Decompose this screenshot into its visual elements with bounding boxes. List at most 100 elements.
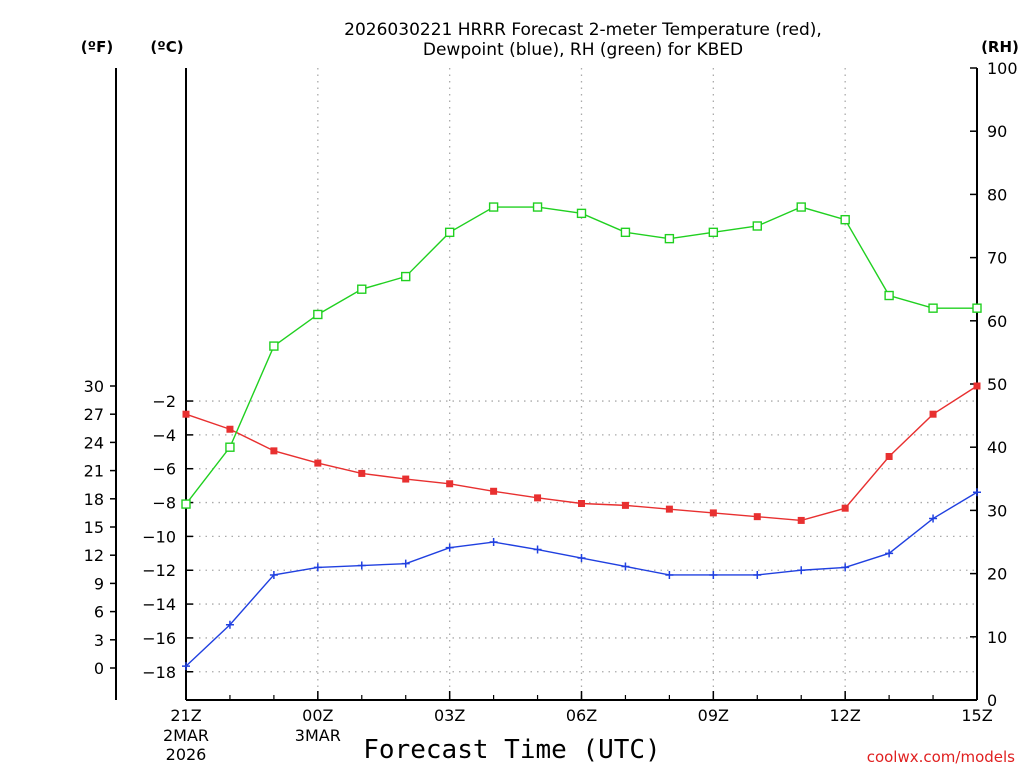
rh-point: [488, 202, 499, 212]
temperature-point: [665, 505, 673, 513]
temperature-point: [841, 504, 849, 512]
x-date-label: 2MAR: [163, 726, 209, 745]
celsius-unit-label: (ºC): [150, 38, 183, 56]
fahrenheit-tick-label: 30: [84, 377, 104, 396]
temperature-series: [182, 382, 981, 524]
rh-point: [576, 208, 587, 219]
temperature-point: [797, 516, 805, 524]
dewpoint-point: [973, 488, 981, 497]
temperature-point: [578, 500, 585, 507]
data-series: [181, 202, 982, 671]
temperature-point: [358, 469, 366, 477]
x-date-label: 3MAR: [295, 726, 341, 745]
credit-text: coolwx.com/models: [867, 748, 1015, 766]
dewpoint-point: [269, 570, 278, 579]
rh-series: [181, 202, 982, 509]
fahrenheit-unit-label: (ºF): [81, 38, 113, 56]
celsius-tick-label: −4: [152, 426, 176, 445]
dewpoint-point: [401, 559, 410, 568]
rh-point: [225, 442, 235, 452]
celsius-tick-label: −8: [152, 494, 176, 513]
rh-tick-label: 70: [987, 249, 1007, 268]
temperature-point: [534, 494, 542, 502]
rh-tick-label: 20: [987, 565, 1007, 584]
dewpoint-point: [357, 561, 366, 570]
rh-tick-label: 80: [987, 185, 1007, 204]
x-tick-label: 06Z: [566, 706, 597, 725]
dewpoint-point: [841, 563, 850, 572]
dewpoint-point: [577, 554, 586, 563]
dewpoint-point: [489, 538, 498, 547]
dewpoint-point: [182, 662, 190, 671]
x-tick-label: 21Z: [170, 706, 201, 725]
rh-unit-label: (RH): [981, 38, 1019, 56]
rh-point: [269, 341, 279, 351]
rh-tick-label: 10: [987, 628, 1007, 647]
fahrenheit-tick-label: 12: [84, 546, 104, 565]
dewpoint-point: [709, 570, 718, 579]
rh-point: [313, 309, 323, 320]
rh-point: [796, 202, 806, 212]
rh-point: [884, 290, 894, 301]
temperature-point: [929, 410, 937, 418]
fahrenheit-tick-label: 24: [84, 433, 104, 452]
dewpoint-point: [313, 563, 322, 572]
rh-point: [620, 227, 631, 238]
rh-point: [664, 233, 675, 244]
rh-point: [752, 221, 762, 231]
rh-point: [181, 499, 191, 509]
x-tick-label: 03Z: [434, 706, 465, 725]
temperature-point: [709, 509, 717, 517]
temperature-point: [226, 425, 234, 433]
temperature-point: [621, 501, 629, 509]
temperature-point: [490, 487, 498, 495]
temperature-point: [270, 447, 278, 455]
dewpoint-point: [445, 543, 454, 552]
tick-labels: 0 3 6 9 12 15 18 21 24 27 30 −18 −16 −14 −12 −10 −8 −6 −4 −…: [84, 59, 1018, 764]
x-tick-label: 09Z: [698, 706, 729, 725]
dewpoint-point: [225, 620, 234, 629]
dewpoint-series: [182, 488, 981, 671]
grid-lines: [186, 68, 977, 700]
x-year-label: 2026: [166, 745, 207, 764]
chart-title-line-2: Dewpoint (blue), RH (green) for KBED: [423, 40, 743, 60]
rh-point: [928, 303, 938, 313]
dewpoint-point: [885, 549, 894, 558]
rh-point: [972, 303, 982, 313]
celsius-tick-label: −2: [152, 392, 176, 411]
fahrenheit-tick-label: 27: [84, 405, 104, 424]
dewpoint-point: [929, 514, 938, 523]
dewpoint-point: [753, 570, 762, 579]
rh-point: [444, 227, 455, 238]
temperature-point: [182, 410, 190, 418]
celsius-tick-label: −6: [152, 460, 176, 479]
dewpoint-point: [533, 545, 542, 554]
x-axis-title: Forecast Time (UTC): [363, 735, 660, 765]
rh-tick-label: 30: [987, 501, 1007, 520]
rh-point: [357, 284, 367, 294]
dewpoint-point: [621, 562, 630, 571]
rh-point: [708, 227, 719, 238]
temperature-point: [314, 459, 322, 467]
fahrenheit-tick-label: 0: [94, 659, 104, 678]
x-tick-label: 00Z: [302, 706, 333, 725]
dewpoint-point: [797, 566, 806, 575]
rh-tick-label: 90: [987, 122, 1007, 141]
rh-tick-label: 40: [987, 438, 1007, 457]
fahrenheit-tick-label: 3: [94, 631, 104, 650]
fahrenheit-tick-label: 6: [94, 603, 104, 622]
rh-tick-label: 60: [987, 312, 1007, 331]
chart-title-line-1: 2026030221 HRRR Forecast 2-meter Tempera…: [344, 20, 822, 40]
temperature-point: [446, 480, 454, 488]
rh-tick-label: 50: [987, 375, 1007, 394]
x-tick-label: 15Z: [961, 706, 992, 725]
x-tick-label: 12Z: [830, 706, 861, 725]
temperature-point: [973, 382, 981, 390]
celsius-tick-label: −18: [142, 663, 176, 682]
axes: [110, 67, 978, 701]
temperature-point: [402, 475, 410, 483]
rh-tick-label: 100: [987, 59, 1018, 78]
rh-tick-label: 0: [987, 691, 997, 710]
temperature-point: [753, 513, 761, 521]
